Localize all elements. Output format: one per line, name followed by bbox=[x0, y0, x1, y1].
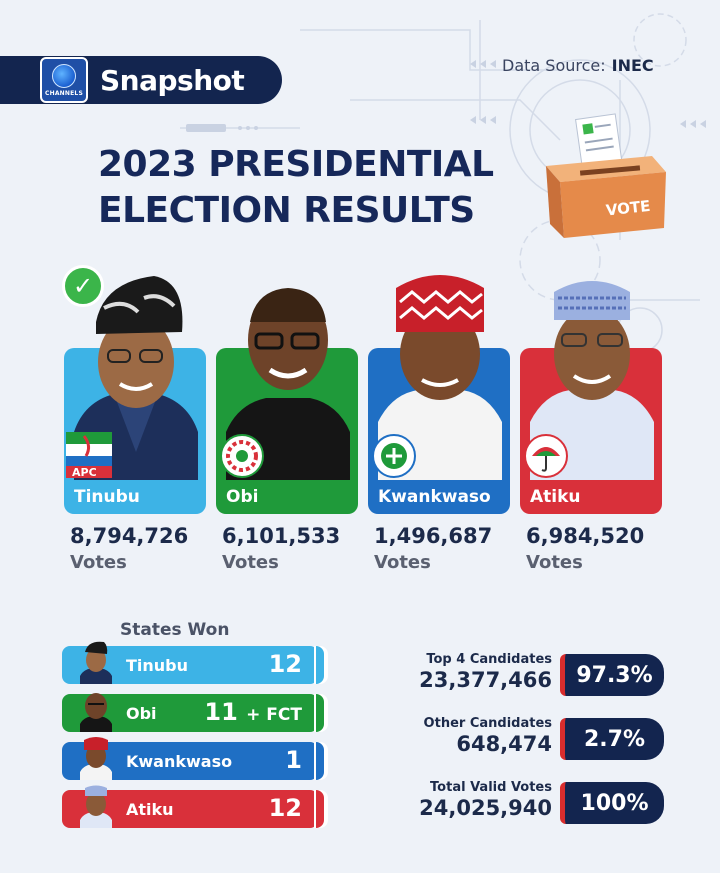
states-won-title: States Won bbox=[120, 620, 230, 640]
candidate-name-tinubu: Tinubu bbox=[64, 480, 206, 514]
states-row-tinubu: Tinubu 12 bbox=[62, 641, 328, 684]
ballot-box-icon: VOTE bbox=[546, 113, 666, 238]
stat-value: 648,474 bbox=[456, 732, 552, 756]
avatar-tinubu bbox=[80, 641, 112, 684]
brand-banner: CHANNELS Snapshot bbox=[0, 56, 282, 104]
avatar-obi bbox=[80, 693, 112, 732]
apc-party-logo: APC bbox=[66, 432, 112, 478]
candidate-name-atiku: Atiku bbox=[520, 480, 662, 514]
votes-label: Votes bbox=[526, 552, 583, 573]
stat-label: Total Valid Votes bbox=[430, 780, 552, 795]
title-line-2: ELECTION RESULTS bbox=[98, 190, 475, 231]
vote-box-label: VOTE bbox=[605, 197, 651, 220]
brand-name: Snapshot bbox=[100, 63, 245, 97]
avatar-kwankwaso bbox=[80, 737, 112, 780]
votes-label: Votes bbox=[222, 552, 279, 573]
candidate-name-kwankwaso: Kwankwaso bbox=[368, 480, 510, 514]
party-label: APC bbox=[72, 466, 97, 478]
states-row-obi: Obi 11 + FCT bbox=[62, 693, 328, 732]
logo-text: CHANNELS bbox=[45, 89, 83, 97]
labour-party-logo bbox=[220, 434, 264, 478]
page-title: 2023 PRESIDENTIAL ELECTION RESULTS bbox=[98, 142, 538, 234]
states-count-tinubu: 12 bbox=[268, 650, 302, 678]
stat-percent: 97.3% bbox=[560, 654, 664, 696]
states-count-obi: 11 + FCT bbox=[204, 698, 302, 726]
candidate-photo-obi bbox=[226, 288, 350, 482]
candidate-votes-atiku: 6,984,520 bbox=[526, 524, 645, 548]
stat-value: 24,025,940 bbox=[419, 796, 552, 820]
stat-other: Other Candidates 648,474 2.7% bbox=[390, 716, 670, 762]
states-count-atiku: 12 bbox=[268, 794, 302, 822]
globe-icon bbox=[52, 63, 76, 88]
candidate-votes-kwankwaso: 1,496,687 bbox=[374, 524, 493, 548]
candidate-votes-obi: 6,101,533 bbox=[222, 524, 341, 548]
pdp-party-logo bbox=[524, 434, 568, 478]
winner-check-icon: ✓ bbox=[62, 265, 104, 307]
candidate-votes-tinubu: 8,794,726 bbox=[70, 524, 189, 548]
stat-label: Other Candidates bbox=[423, 716, 552, 731]
stat-percent: 2.7% bbox=[560, 718, 664, 760]
title-line-1: 2023 PRESIDENTIAL bbox=[98, 144, 494, 185]
stat-total: Total Valid Votes 24,025,940 100% bbox=[390, 780, 670, 826]
states-row-kwankwaso: Kwankwaso 1 bbox=[62, 737, 328, 780]
source-value: INEC bbox=[611, 56, 654, 75]
stat-percent: 100% bbox=[560, 782, 664, 824]
candidate-name-obi: Obi bbox=[216, 480, 358, 514]
stat-value: 23,377,466 bbox=[419, 668, 552, 692]
stat-label: Top 4 Candidates bbox=[426, 652, 552, 667]
states-count-kwankwaso: 1 bbox=[285, 746, 302, 774]
nnpp-party-logo bbox=[372, 434, 416, 478]
stat-top-4: Top 4 Candidates 23,377,466 97.3% bbox=[390, 652, 670, 698]
data-source: Data Source: INEC bbox=[502, 56, 654, 75]
votes-label: Votes bbox=[70, 552, 127, 573]
source-label: Data Source: bbox=[502, 56, 606, 75]
votes-label: Votes bbox=[374, 552, 431, 573]
channels-logo: CHANNELS bbox=[40, 57, 88, 103]
states-row-atiku: Atiku 12 bbox=[62, 785, 328, 828]
avatar-atiku bbox=[80, 785, 112, 828]
